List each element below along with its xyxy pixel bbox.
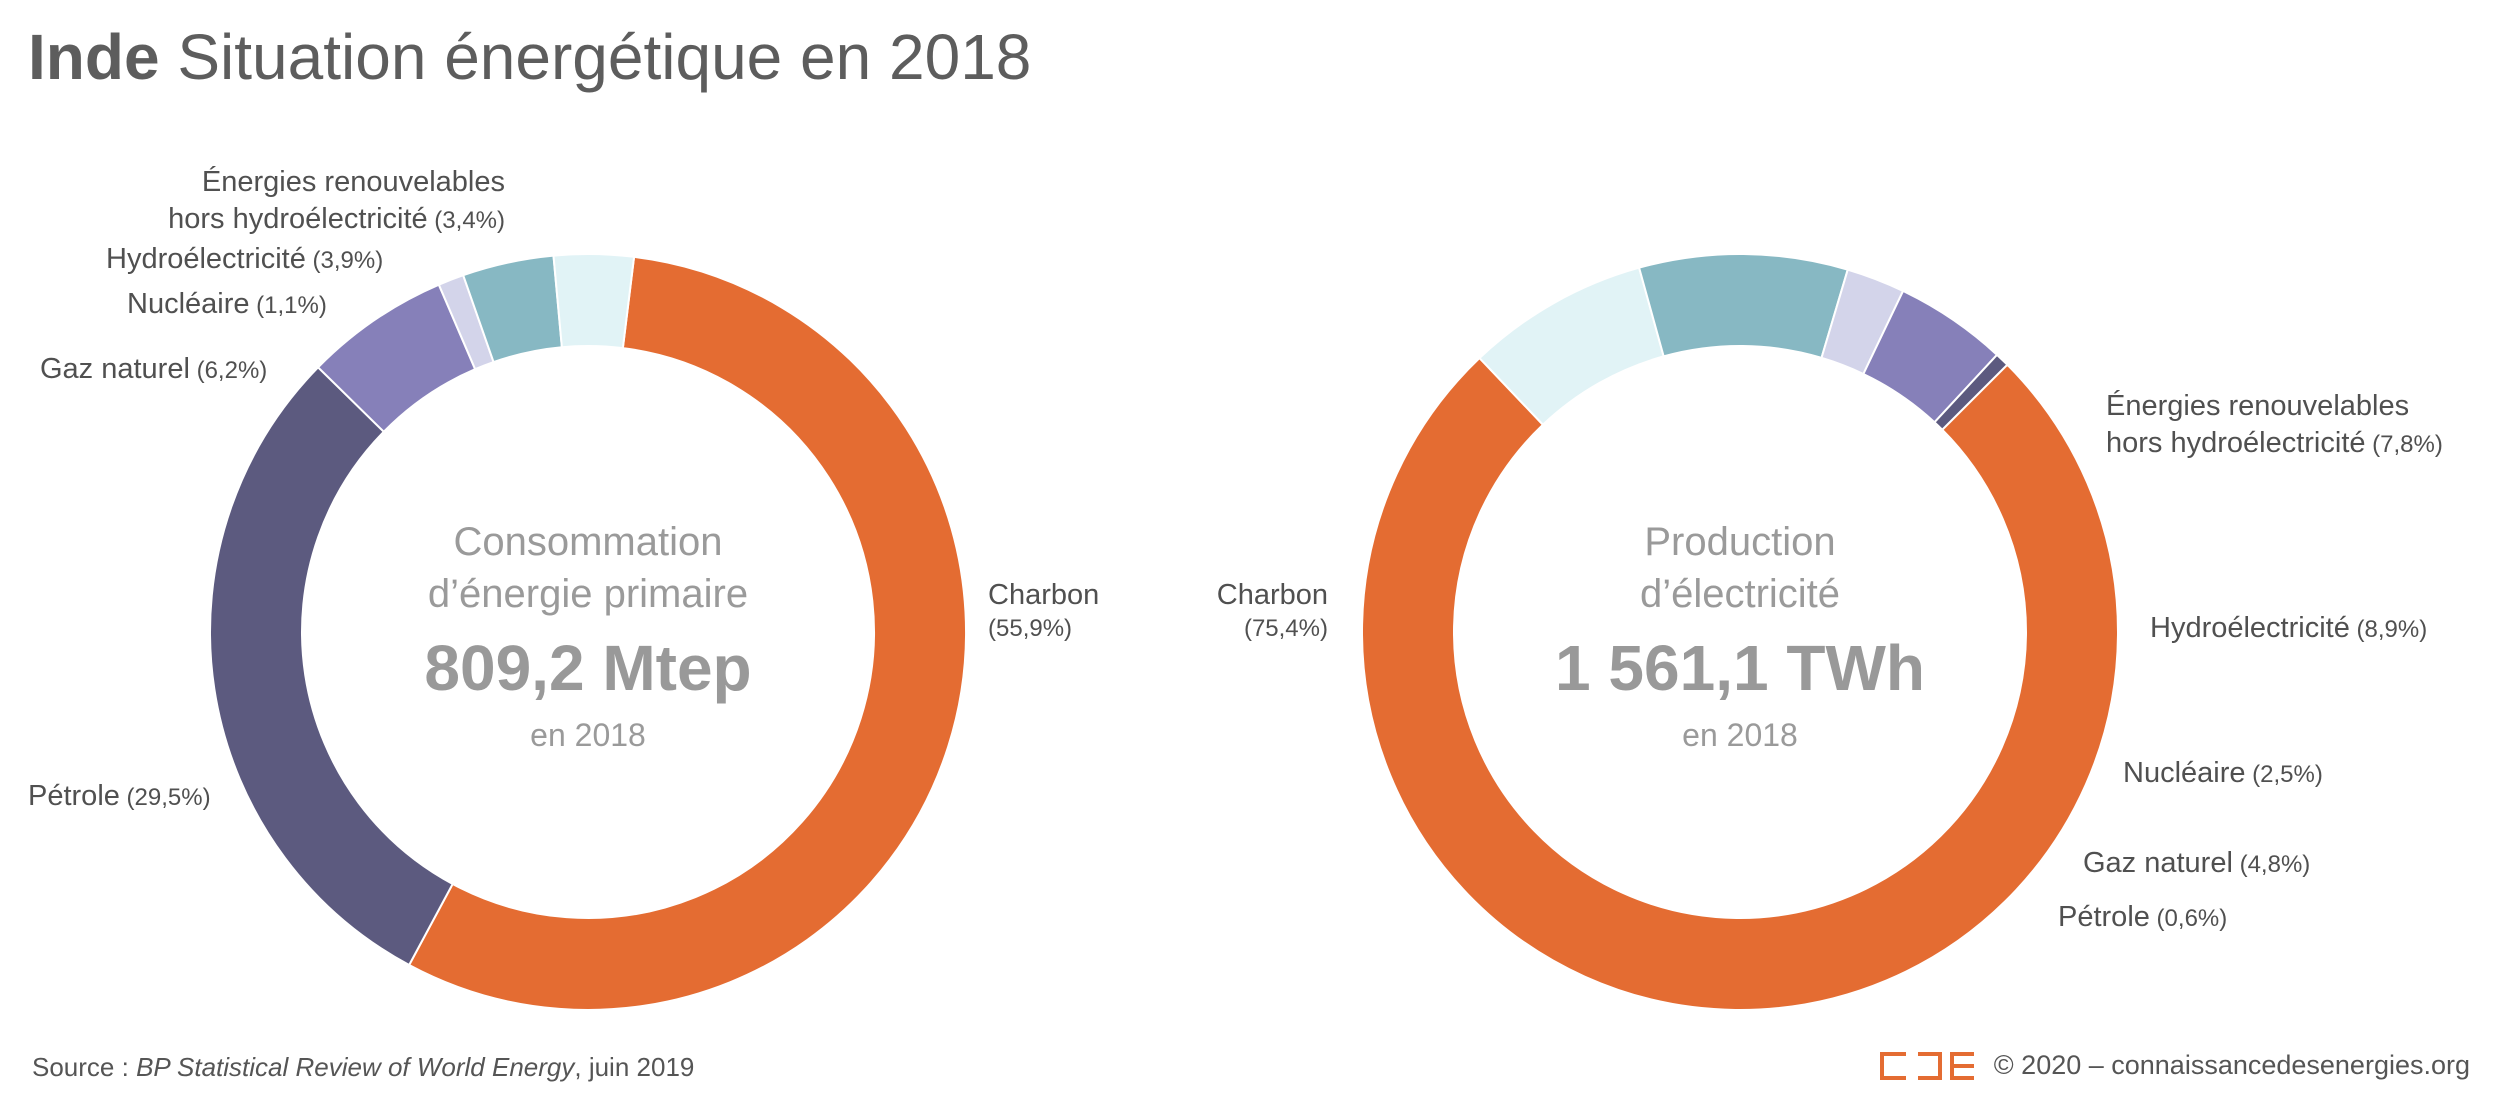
donut-2-slices — [1361, 253, 2119, 1011]
chart1-label-petrole: Pétrole (29,5%) — [28, 780, 211, 812]
source-prefix: Source : — [32, 1052, 137, 1082]
chart1-label-nucleaire: Nucléaire (1,1%) — [127, 288, 327, 320]
chart1-label-energies-renouvelables-hors-hydroelectricite: Énergies renouvelables hors hydroélectric… — [168, 165, 505, 235]
chart1-label-gaz-naturel: Gaz naturel (6,2%) — [40, 353, 267, 385]
chart2-center-value: 1 561,1 TWh — [1555, 632, 1925, 704]
chart2-center-line1: Production — [1644, 520, 1835, 564]
chart1-center-value: 809,2 Mtep — [424, 632, 751, 704]
chart2-center-line2: d’électricité — [1640, 572, 1840, 616]
chart2-label-energies-renouvelables-hors-hydroelectricite: Énergies renouvelables hors hydroélectric… — [2106, 389, 2443, 459]
chart1-center-year: en 2018 — [530, 717, 646, 753]
source-note: Source : BP Statistical Review of World … — [32, 1052, 694, 1083]
chart2-slice-hydroelectricite — [1637, 253, 1849, 360]
chart1-slice-energies-renouvelables-hors-hydroelectricite — [552, 253, 636, 350]
cde-logo-icon — [1879, 1051, 1976, 1080]
chart2-label-petrole: Pétrole (0,6%) — [2058, 901, 2227, 933]
copyright: © 2020 – connaissancedesenergies.org — [1993, 1050, 2470, 1080]
source-suffix: , juin 2019 — [574, 1052, 695, 1082]
donut-1-slices — [209, 253, 967, 1011]
chart2-label-hydroelectricite: Hydroélectricité (8,9%) — [2150, 612, 2427, 644]
footer-right: © 2020 – connaissancedesenergies.org — [1879, 1050, 2470, 1081]
chart2-label-gaz-naturel: Gaz naturel (4,8%) — [2083, 847, 2310, 879]
chart1-slice-charbon — [407, 255, 967, 1011]
page-title: Inde Situation énergétique en 2018 — [28, 20, 1031, 94]
chart1-label-charbon: Charbon (55,9%) — [988, 579, 1099, 642]
chart1-center-line2: d’énergie primaire — [428, 572, 748, 616]
slice-labels: Charbon (55,9%) Pétrole (29,5%) Gaz naturel… — [28, 165, 2443, 933]
chart2-slice-charbon — [1361, 356, 2119, 1011]
source-publication: BP Statistical Review of World Energy — [136, 1052, 575, 1082]
chart1-center-line1: Consommation — [453, 520, 722, 564]
chart2-center-year: en 2018 — [1682, 717, 1798, 753]
chart1-slice-petrole — [209, 365, 455, 967]
title-text: Situation énergétique en 2018 — [177, 21, 1032, 93]
chart2-label-charbon: Charbon (75,4%) — [1217, 579, 1328, 642]
chart2-label-nucleaire: Nucléaire (2,5%) — [2123, 757, 2323, 789]
chart1-label-hydroelectricite: Hydroélectricité (3,9%) — [106, 243, 383, 275]
title-country: Inde — [28, 21, 160, 93]
chart2-slice-petrole — [1933, 353, 2009, 432]
